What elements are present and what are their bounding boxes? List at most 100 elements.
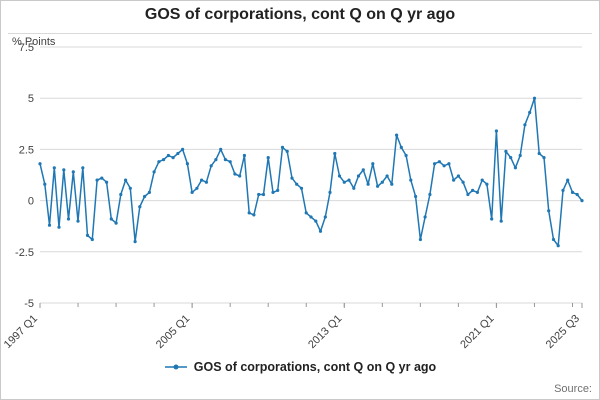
data-point-marker bbox=[361, 168, 365, 172]
data-point-marker bbox=[409, 178, 413, 182]
data-point-marker bbox=[399, 145, 403, 149]
source-label: Source: bbox=[554, 383, 592, 395]
data-point-marker bbox=[252, 213, 256, 217]
data-point-marker bbox=[333, 151, 337, 156]
data-point-marker bbox=[342, 180, 346, 184]
data-point-marker bbox=[547, 209, 551, 213]
x-tick-label: 2025 Q3 bbox=[544, 313, 582, 351]
x-tick-label: 1997 Q1 bbox=[2, 313, 40, 351]
data-point-marker bbox=[257, 192, 261, 197]
data-point-marker bbox=[271, 190, 275, 194]
data-point-marker bbox=[542, 156, 546, 160]
y-tick-label: -2.5 bbox=[15, 247, 34, 259]
data-point-marker bbox=[219, 147, 223, 151]
data-point-marker bbox=[318, 229, 323, 233]
data-point-marker bbox=[228, 160, 232, 164]
data-point-marker bbox=[152, 170, 156, 174]
data-point-marker bbox=[266, 156, 270, 160]
data-point-marker bbox=[162, 158, 166, 162]
data-point-marker bbox=[523, 123, 527, 127]
x-tick-label: 2005 Q1 bbox=[154, 313, 192, 351]
data-point-marker bbox=[299, 186, 304, 190]
data-point-marker bbox=[309, 215, 313, 219]
data-point-marker bbox=[352, 186, 356, 190]
data-point-marker bbox=[200, 178, 204, 182]
y-axis-unit-label: % Points bbox=[12, 36, 56, 48]
y-tick-label: -5 bbox=[24, 298, 34, 310]
data-point-marker bbox=[518, 153, 522, 158]
data-point-marker bbox=[456, 174, 460, 178]
data-point-marker bbox=[537, 151, 541, 156]
y-tick-label: 7.5 bbox=[19, 42, 34, 54]
data-series-line bbox=[39, 97, 583, 247]
data-point-marker bbox=[314, 219, 318, 223]
data-point-marker bbox=[47, 223, 52, 227]
data-point-marker bbox=[109, 217, 113, 221]
data-point-marker bbox=[181, 147, 185, 151]
data-point-marker bbox=[52, 166, 56, 170]
data-point-marker bbox=[385, 174, 389, 178]
data-point-marker bbox=[418, 237, 422, 242]
data-point-marker bbox=[452, 178, 456, 182]
title-divider bbox=[8, 33, 592, 34]
data-point-marker bbox=[390, 182, 394, 186]
data-point-marker bbox=[71, 170, 75, 174]
y-tick-label: 0 bbox=[28, 196, 34, 208]
data-point-marker bbox=[185, 162, 189, 166]
data-point-marker bbox=[561, 188, 565, 192]
data-point-marker bbox=[62, 168, 66, 172]
data-point-marker bbox=[57, 225, 61, 229]
data-point-marker bbox=[575, 192, 579, 197]
data-point-marker bbox=[323, 215, 327, 219]
data-point-marker bbox=[85, 233, 90, 237]
data-point-marker bbox=[166, 153, 170, 158]
data-point-marker bbox=[261, 192, 266, 197]
data-point-marker bbox=[528, 110, 532, 115]
chart-title: GOS of corporations, cont Q on Q yr ago bbox=[144, 6, 456, 23]
data-point-marker bbox=[171, 156, 175, 160]
data-point-marker bbox=[190, 190, 194, 194]
data-point-marker bbox=[442, 164, 446, 168]
data-point-marker bbox=[124, 178, 128, 182]
data-point-marker bbox=[195, 186, 199, 190]
data-point-marker bbox=[471, 188, 475, 192]
data-point-marker bbox=[404, 153, 408, 158]
data-point-marker bbox=[128, 186, 132, 190]
data-point-marker bbox=[157, 160, 161, 164]
data-point-marker bbox=[414, 194, 418, 199]
data-point-marker bbox=[304, 211, 308, 215]
data-point-marker bbox=[38, 162, 42, 166]
legend-line-marker-icon bbox=[164, 364, 187, 370]
x-tick-label: 2013 Q1 bbox=[306, 313, 344, 351]
data-point-marker bbox=[447, 162, 451, 166]
y-tick-label: 5 bbox=[28, 93, 34, 105]
data-point-marker bbox=[485, 182, 489, 186]
data-point-marker bbox=[423, 215, 427, 219]
data-point-marker bbox=[295, 182, 299, 186]
data-point-marker bbox=[95, 178, 99, 182]
data-point-marker bbox=[176, 151, 180, 156]
data-point-marker bbox=[566, 178, 570, 182]
data-point-marker bbox=[133, 240, 137, 244]
data-point-marker bbox=[371, 162, 375, 166]
line-chart-plot: 7.5 5 2.5 0 -2.5 -5 1997 Q1 2005 Q1 2013 Q1 2021 … bbox=[2, 42, 584, 351]
data-point-marker bbox=[461, 180, 465, 184]
data-point-marker bbox=[43, 182, 47, 186]
legend-label: GOS of corporations, cont Q on Q yr ago bbox=[193, 360, 437, 374]
data-point-marker bbox=[580, 199, 584, 203]
data-point-marker bbox=[328, 190, 332, 194]
data-point-marker bbox=[147, 190, 151, 194]
data-point-marker bbox=[81, 166, 85, 170]
data-point-marker bbox=[437, 160, 441, 164]
data-point-marker bbox=[76, 219, 80, 223]
data-point-marker bbox=[356, 174, 361, 178]
data-point-marker bbox=[100, 176, 104, 180]
data-point-marker bbox=[570, 190, 575, 194]
x-tick-label: 2021 Q1 bbox=[458, 313, 496, 351]
data-point-marker bbox=[509, 156, 513, 160]
legend: GOS of corporations, cont Q on Q yr ago bbox=[0, 360, 600, 374]
data-point-marker bbox=[513, 166, 518, 170]
y-tick-label: 2.5 bbox=[19, 144, 34, 156]
data-point-marker bbox=[480, 178, 484, 182]
data-point-marker bbox=[380, 180, 384, 184]
